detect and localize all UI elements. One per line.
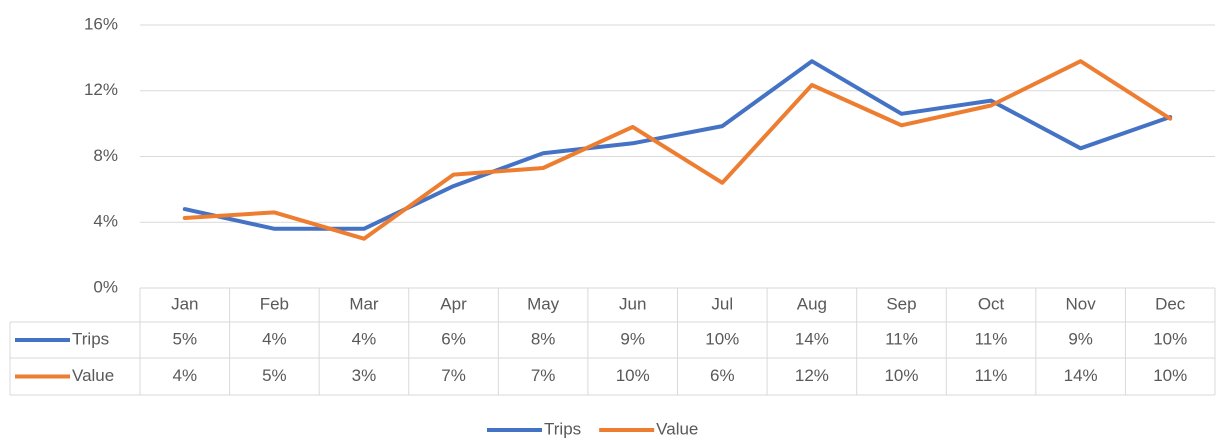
category-label: Jan <box>171 294 198 313</box>
y-tick-label: 0% <box>93 277 118 296</box>
series-line <box>182 59 1173 231</box>
table-cell: 11% <box>975 329 1008 348</box>
category-label: Oct <box>978 294 1005 313</box>
category-label: Apr <box>440 294 467 313</box>
table-cell: 3% <box>352 366 377 385</box>
table-cell: 7% <box>531 366 556 385</box>
table-cell: 7% <box>441 366 466 385</box>
table-cell: 11% <box>885 329 918 348</box>
table-cell: 10% <box>884 366 918 385</box>
table-cell: 6% <box>710 366 735 385</box>
table-row-label: Trips <box>72 329 109 348</box>
table-cell: 4% <box>262 329 287 348</box>
table-cell: 12% <box>795 366 829 385</box>
legend-label: Trips <box>544 419 581 438</box>
table-row-label: Value <box>72 366 114 385</box>
table-cell: 10% <box>705 329 739 348</box>
table-cell: 9% <box>1068 329 1093 348</box>
table-cell: 5% <box>173 329 198 348</box>
category-label: Jun <box>619 294 646 313</box>
category-label: Mar <box>349 294 379 313</box>
category-label: May <box>527 294 560 313</box>
category-label: Aug <box>797 294 827 313</box>
table-cell: 4% <box>352 329 377 348</box>
y-tick-label: 4% <box>93 212 118 231</box>
category-label: Sep <box>886 294 916 313</box>
table-cell: 9% <box>620 329 645 348</box>
legend-label: Value <box>656 419 698 438</box>
table-cell: 14% <box>795 329 829 348</box>
category-label: Feb <box>260 294 289 313</box>
table-cell: 5% <box>262 366 287 385</box>
y-tick-label: 12% <box>84 80 118 99</box>
table-cell: 8% <box>531 329 556 348</box>
category-label: Dec <box>1155 294 1186 313</box>
table-cell: 10% <box>1153 329 1187 348</box>
table-cell: 10% <box>1153 366 1187 385</box>
table-cell: 11% <box>975 366 1008 385</box>
table-cell: 10% <box>616 366 650 385</box>
category-label: Nov <box>1066 294 1097 313</box>
series-line <box>182 59 1173 241</box>
table-cell: 14% <box>1064 366 1098 385</box>
table-cell: 6% <box>441 329 466 348</box>
y-tick-label: 8% <box>93 146 118 165</box>
y-tick-label: 16% <box>84 14 118 33</box>
category-label: Jul <box>711 294 733 313</box>
table-cell: 4% <box>173 366 198 385</box>
